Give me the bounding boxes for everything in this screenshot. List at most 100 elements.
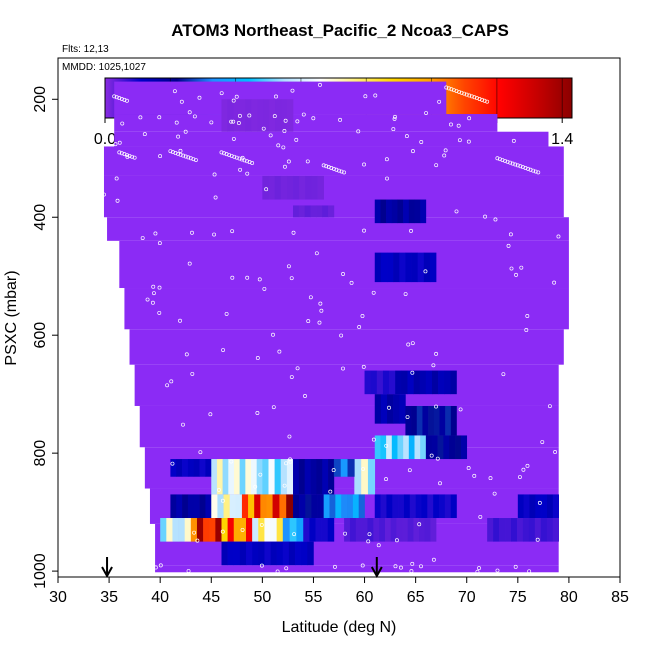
heatmap-cell [328,205,335,218]
sample-point [117,150,122,155]
sample-point [264,187,269,192]
sample-point [417,522,422,527]
sample-point [219,150,224,155]
sample-point [510,161,515,166]
sample-point [493,217,498,222]
heatmap-cell [199,494,206,519]
heatmap-cell [233,459,240,495]
sample-point [472,95,477,100]
heatmap-background [114,114,498,132]
heatmap-background [129,329,564,365]
sample-point [172,89,177,94]
sample-point [115,198,120,203]
sample-point [193,158,198,162]
sample-point [505,159,510,164]
heatmap-cell [301,541,308,566]
heatmap-cell [251,99,258,132]
sample-point [289,375,294,379]
heatmap-cell [187,494,195,519]
heatmap-cell [374,494,381,519]
sample-point [245,171,250,176]
sample-point [158,154,163,159]
heatmap-cell [289,518,297,542]
sample-point [114,95,119,100]
heatmap-cell [254,494,261,519]
sample-point [142,132,147,137]
sample-point [198,450,203,455]
sample-point [324,164,329,169]
sample-point [318,301,323,306]
heatmap-cell [428,405,435,436]
sample-point [271,405,276,410]
heatmap-cell [430,518,437,542]
sample-point [288,457,293,462]
sample-point [114,176,119,181]
heatmap-cell [395,370,402,395]
sample-point [186,569,191,573]
heatmap-cell [227,518,235,542]
profile-markers [101,557,383,579]
sample-point [157,310,162,315]
heatmap-cell [239,541,247,566]
heatmap-cell [414,199,421,224]
sample-point [527,569,532,574]
heatmap-cell [405,405,412,436]
sample-point [391,127,396,132]
sample-point [153,231,158,236]
sample-point [242,158,247,163]
sample-point [483,214,487,219]
sample-point [392,116,397,121]
heatmap-cell [275,99,282,132]
heatmap-background [103,146,564,176]
heatmap-cell [373,518,380,542]
heatmap-cell [221,541,228,566]
sample-point [384,477,388,482]
heatmap-cell [187,459,195,477]
sample-point [321,163,326,168]
heatmap-cell [421,494,428,519]
sample-point [409,228,413,233]
heatmap-cell [429,252,437,283]
sample-point [197,95,202,100]
sample-point [459,90,464,95]
heatmap-cell [376,370,384,395]
sample-point [234,94,239,99]
sample-point [531,168,536,173]
sample-point [262,286,267,291]
x-tick-label: 30 [49,589,67,606]
heatmap-cell [511,518,518,542]
sample-point [338,117,343,122]
sample-point [212,232,217,237]
heatmap-cell [384,518,391,542]
heatmap-cell [293,459,300,495]
sample-point [271,332,275,337]
sample-point [431,557,436,562]
heatmap-cell [552,518,559,542]
heatmap-cell [276,518,284,542]
heatmap-cell [390,518,397,542]
heatmap-cell [552,494,559,519]
sample-point [399,565,403,570]
heatmap-cell [276,541,284,566]
sample-point [466,466,471,470]
sample-point [306,319,311,324]
heatmap-cell [258,541,265,566]
sample-point [477,566,481,571]
sample-point [113,142,118,147]
heatmap-cell [211,494,218,519]
sample-point [366,539,371,544]
sample-point [515,163,520,168]
sample-point [462,91,467,96]
heatmap-cell [380,394,388,424]
sample-point [268,133,273,138]
heatmap-cell [303,518,310,542]
sample-point [331,468,336,473]
heatmap-cell [427,494,434,519]
sample-point [290,88,295,93]
sample-point [492,491,497,496]
heatmap-cell [425,370,433,395]
sample-point [288,459,293,464]
heatmap-cell [279,494,287,519]
sample-point [257,277,262,282]
sample-point [231,119,236,124]
